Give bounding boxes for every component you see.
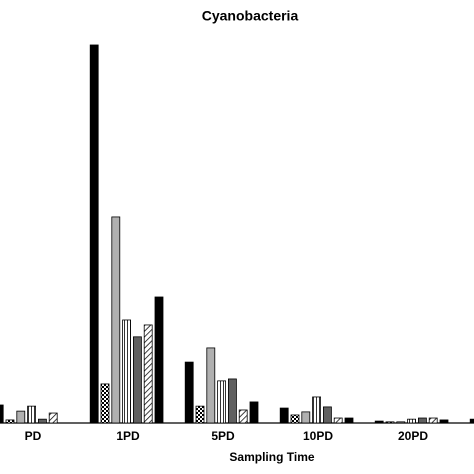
bar <box>344 417 354 424</box>
x-tick-label: 5PD <box>211 429 235 443</box>
bar <box>38 418 47 424</box>
bar <box>385 421 395 424</box>
bar <box>469 418 474 424</box>
bar <box>184 361 194 424</box>
bar <box>407 418 417 424</box>
bar <box>132 336 142 424</box>
bar <box>290 414 300 424</box>
chart-title: Cyanobacteria <box>202 8 299 24</box>
bar <box>417 417 427 424</box>
bar <box>48 412 58 424</box>
bar <box>122 319 131 424</box>
bar <box>439 419 449 424</box>
bar <box>279 407 289 424</box>
bar <box>206 347 216 424</box>
bar <box>374 420 384 424</box>
bar <box>154 296 164 424</box>
bar <box>89 44 99 424</box>
x-tick-label: 20PD <box>398 429 428 443</box>
x-tick-label: 1PD <box>116 429 140 443</box>
x-tick-label: 10PD <box>303 429 333 443</box>
bar <box>301 411 311 424</box>
bar <box>0 404 4 424</box>
bar <box>227 378 237 424</box>
bar <box>249 401 259 424</box>
x-tick-label: PD <box>25 429 42 443</box>
bar <box>322 406 332 424</box>
bar <box>238 409 248 424</box>
bar <box>111 216 121 424</box>
bar <box>217 380 227 424</box>
bar <box>195 405 205 424</box>
bar <box>333 417 343 424</box>
bar <box>27 405 37 424</box>
bar <box>312 396 322 424</box>
bar <box>5 419 15 424</box>
bar <box>143 324 153 424</box>
bar <box>16 410 26 424</box>
x-axis-title: Sampling Time <box>229 450 314 464</box>
bar <box>428 417 438 424</box>
bar <box>100 383 110 424</box>
bar <box>396 421 406 424</box>
